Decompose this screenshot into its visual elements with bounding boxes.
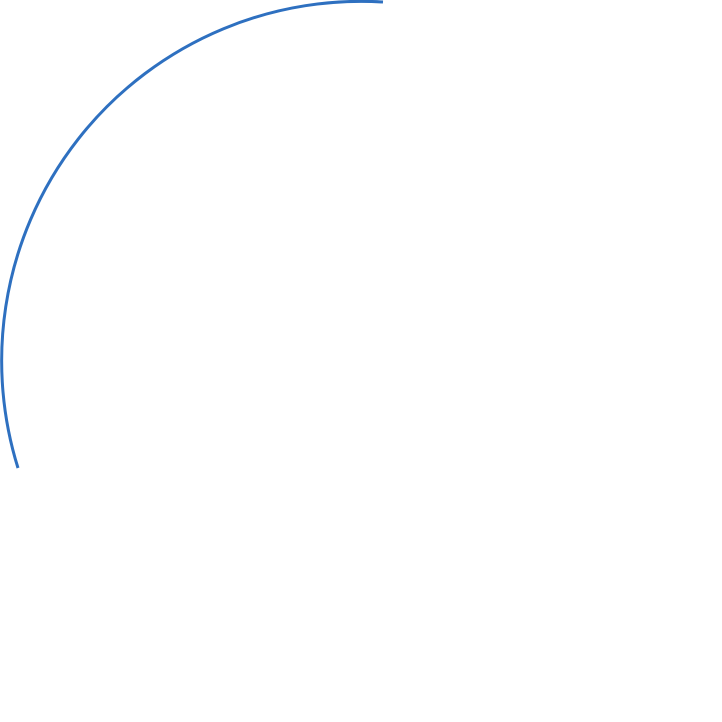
arc-shape (0, 0, 384, 469)
